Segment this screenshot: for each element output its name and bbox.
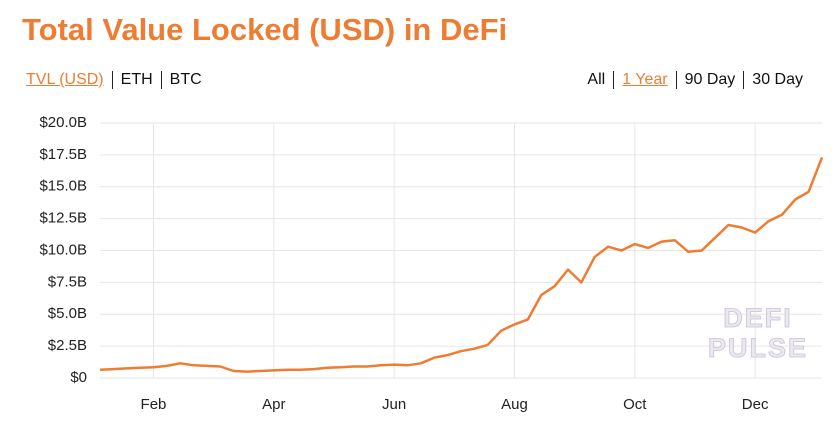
x-tick-label: Aug [501, 396, 528, 413]
y-tick-label: $10.0B [39, 241, 87, 258]
x-tick-label: Dec [742, 396, 769, 413]
data-line [99, 156, 824, 373]
y-tick-label: $7.5B [48, 273, 87, 290]
tab-bar: TVL (USD) ETH BTC [26, 71, 202, 89]
y-tick-label: $0 [70, 369, 87, 386]
x-tick-label: Apr [262, 396, 285, 413]
tab[interactable]: TVL (USD) [26, 71, 104, 88]
y-tick-label: $15.0B [39, 178, 87, 195]
y-tick-label: $2.5B [48, 337, 87, 354]
range-button[interactable]: All [587, 71, 606, 88]
x-tick-label: Jun [382, 396, 406, 413]
tab[interactable]: ETH [111, 71, 161, 89]
range-bar: All 1 Year 90 Day 30 Day [587, 71, 803, 89]
y-tick-label: $12.5B [39, 210, 87, 227]
x-tick-label: Feb [141, 396, 167, 413]
watermark: DEFI [723, 303, 793, 333]
range-button[interactable]: 1 Year [613, 71, 675, 89]
y-tick-label: $5.0B [48, 305, 87, 322]
chart-title: Total Value Locked (USD) in DeFi [22, 12, 508, 47]
x-tick-label: Oct [623, 396, 647, 413]
y-tick-label: $17.5B [39, 146, 87, 163]
tab[interactable]: BTC [160, 71, 202, 89]
watermark: PULSE [708, 333, 808, 363]
range-button[interactable]: 30 Day [743, 71, 803, 89]
range-button[interactable]: 90 Day [675, 71, 744, 89]
y-tick-label: $20.0B [39, 114, 87, 131]
